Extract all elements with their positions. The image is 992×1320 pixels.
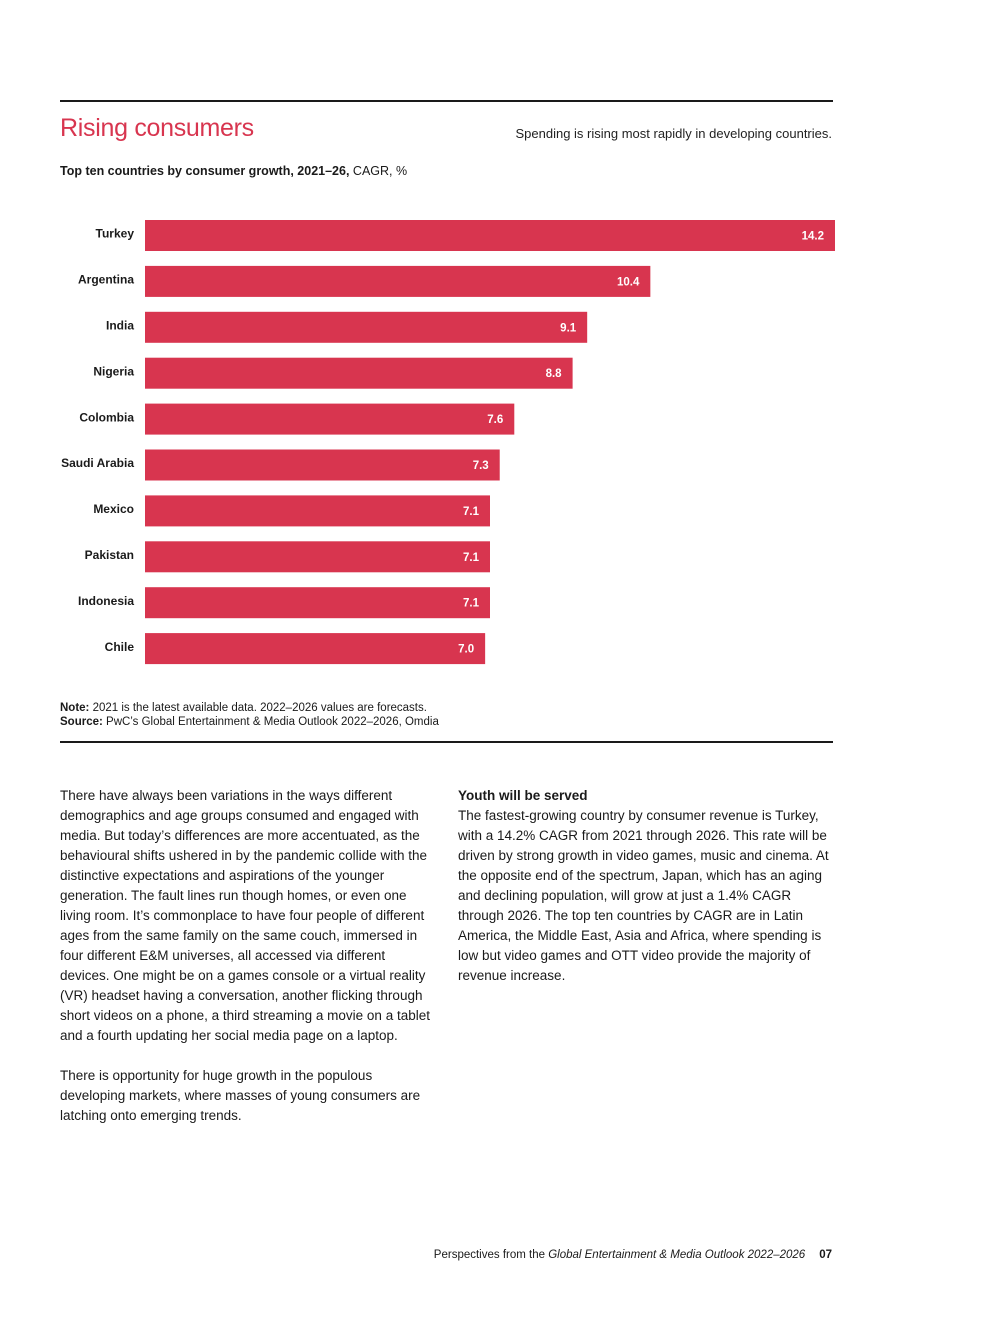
category-label: Indonesia [78,594,134,608]
source-line: Source: PwC’s Global Entertainment & Med… [60,715,439,729]
body-paragraph: There have always been variations in the… [60,788,430,1043]
page-footer: Perspectives from the Global Entertainme… [434,1249,832,1261]
source-label: Source: [60,716,103,728]
bar-chart: Turkey 14.2 Argentina 10.4 India 9.1 Nigeria 8.… [61,220,835,665]
bar [145,220,835,251]
category-label: Mexico [93,502,134,516]
category-label: Nigeria [93,364,134,378]
bar [145,265,651,297]
page-title: Rising consumers [60,114,254,142]
body-paragraph: There is opportunity for huge growth in … [60,1068,421,1123]
value-label: 7.1 [463,552,480,564]
category-label: India [106,318,134,332]
note-label: Note: [60,702,90,714]
bar [145,311,588,343]
value-label: 9.1 [560,322,577,334]
category-label: Argentina [78,273,134,287]
tagline: Spending is rising most rapidly in devel… [515,126,832,141]
chart-subtitle-bold: Top ten countries by consumer growth, 20… [60,164,350,178]
body-paragraph: The fastest-growing country by consumer … [458,808,829,983]
value-label: 7.1 [463,506,480,518]
chart-notes: Note: 2021 is the latest available data.… [60,701,439,729]
note-text: 2021 is the latest available data. 2022–… [89,702,427,714]
section-heading: Youth will be served [458,788,588,803]
bar [145,541,490,573]
category-label: Turkey [96,227,135,241]
middle-divider [60,741,833,743]
body-column-right: Youth will be served The fastest-growing… [458,786,830,986]
category-label: Pakistan [85,548,134,562]
footer-publication: Global Entertainment & Media Outlook 202… [548,1249,806,1261]
value-label: 14.2 [802,231,824,243]
bar [145,449,500,481]
note-line: Note: 2021 is the latest available data.… [60,701,439,715]
body-column-left: There have always been variations in the… [60,786,432,1126]
value-label: 7.3 [473,460,489,472]
bar [145,357,573,389]
footer-prefix: Perspectives from the [433,1249,549,1261]
top-divider [60,100,833,102]
value-label: 8.8 [546,368,563,380]
bar [145,495,490,527]
value-label: 7.1 [463,598,480,610]
chart-subtitle: Top ten countries by consumer growth, 20… [60,164,407,178]
category-label: Saudi Arabia [61,456,134,470]
category-label: Colombia [79,410,134,424]
value-label: 10.4 [617,276,640,288]
bar [145,403,515,435]
bar [145,633,486,665]
category-label: Chile [105,640,135,654]
chart-subtitle-unit: CAGR, % [349,164,408,178]
value-label: 7.6 [487,414,503,426]
page-number: 07 [819,1249,832,1261]
source-text: PwC’s Global Entertainment & Media Outlo… [102,716,439,728]
value-label: 7.0 [458,644,474,656]
bar [145,587,490,619]
